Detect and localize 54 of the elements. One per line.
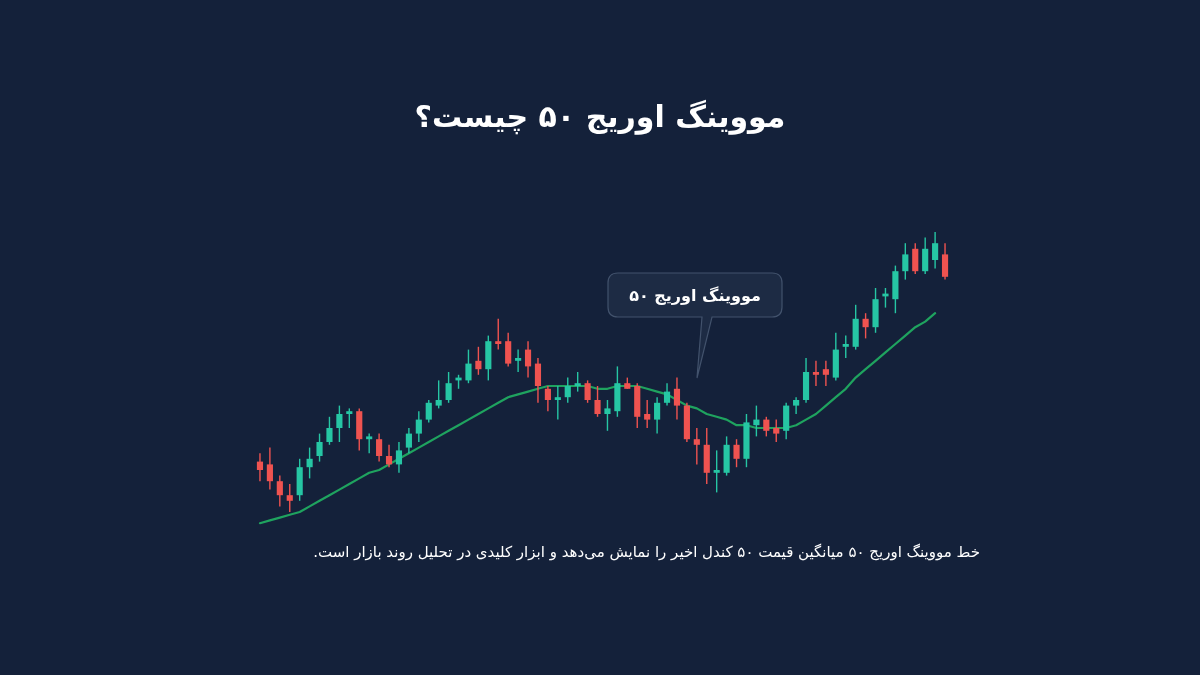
- candlestick: [673, 376, 681, 421]
- candlestick: [644, 399, 651, 429]
- candlestick: [922, 236, 929, 275]
- candlestick: [515, 348, 522, 373]
- candlestick: [376, 432, 383, 463]
- candlestick: [941, 242, 949, 281]
- candlestick: [505, 332, 512, 368]
- candlestick: [693, 427, 700, 466]
- annotation: مووینگ اوریج ۵۰: [629, 286, 761, 305]
- chart-title: مووینگ اوریج ۵۰ چیست؟: [414, 99, 786, 135]
- candlestick: [713, 449, 720, 494]
- candlestick: [862, 312, 869, 340]
- candlestick: [842, 334, 849, 359]
- candlestick: [733, 438, 740, 468]
- candlestick: [902, 242, 909, 281]
- candlestick: [793, 396, 800, 415]
- candlestick: [256, 452, 264, 482]
- candlestick: [604, 399, 611, 432]
- candlestick: [554, 385, 561, 421]
- candlestick: [534, 357, 542, 404]
- candlestick: [773, 418, 780, 443]
- candlestick: [415, 410, 422, 443]
- candlestick: [435, 379, 442, 410]
- candlestick: [594, 385, 601, 418]
- candlestick: [445, 371, 452, 404]
- candlestick: [346, 407, 353, 429]
- candlestick: [574, 371, 581, 393]
- candlestick: [326, 416, 333, 446]
- candlestick: [495, 318, 502, 351]
- candlestick: [385, 444, 393, 468]
- candlestick: [465, 348, 472, 384]
- candlestick: [316, 432, 323, 463]
- candlestick: [475, 346, 482, 376]
- text: خط مووینگ اوریج ۵۰ میانگین قیمت ۵۰ کندل اخیر را نمایش می‌دهد و ابزار کلیدی در تحلیل روند بازار است.: [313, 543, 980, 561]
- candlestick: [425, 399, 432, 424]
- candlestick: [306, 446, 313, 480]
- candlestick: [544, 385, 551, 412]
- candlestick: [822, 360, 829, 387]
- candlestick: [932, 231, 939, 270]
- candlestick: [266, 446, 273, 491]
- candlestick: [584, 379, 591, 404]
- candlestick: [912, 242, 919, 275]
- candlestick: [663, 382, 671, 407]
- candlestick: [286, 483, 293, 513]
- candlestick: [276, 474, 283, 508]
- candlestick: [654, 396, 661, 435]
- candlestick: [763, 416, 770, 438]
- candlestick: [564, 376, 571, 404]
- candlestick: [366, 432, 373, 454]
- candlestick: [405, 427, 412, 454]
- candlestick: [395, 441, 403, 474]
- candlestick: [524, 340, 532, 379]
- candlestick: [336, 404, 343, 443]
- candlestick: [812, 360, 820, 387]
